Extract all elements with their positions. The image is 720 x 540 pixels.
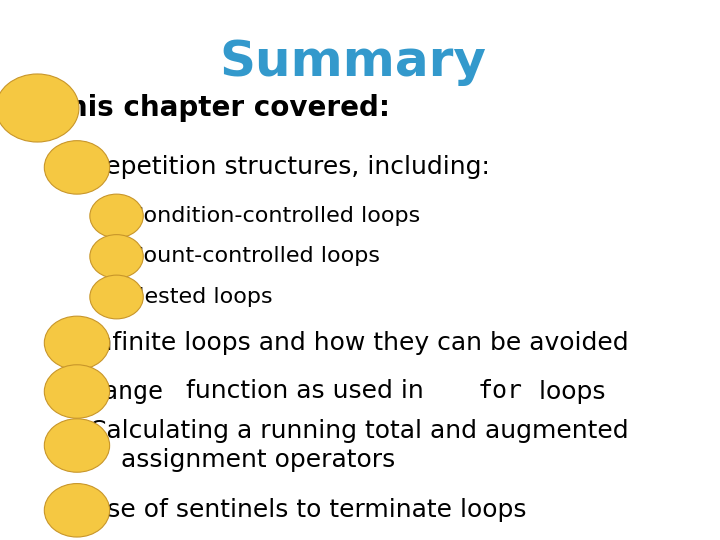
Text: Repetition structures, including:: Repetition structures, including: — [89, 156, 490, 179]
Text: range: range — [89, 380, 164, 403]
Circle shape — [90, 275, 143, 319]
Text: function as used in: function as used in — [178, 380, 431, 403]
Circle shape — [0, 74, 79, 142]
Text: Infinite loops and how they can be avoided: Infinite loops and how they can be avoid… — [89, 331, 629, 355]
Text: Calculating a running total and augmented
    assignment operators: Calculating a running total and augmente… — [89, 418, 629, 472]
Text: Count-controlled loops: Count-controlled loops — [128, 246, 380, 267]
Circle shape — [45, 140, 109, 194]
Text: Condition-controlled loops: Condition-controlled loops — [128, 206, 420, 226]
Circle shape — [45, 365, 109, 418]
Circle shape — [90, 194, 143, 238]
Circle shape — [45, 419, 109, 472]
Text: for: for — [477, 380, 523, 403]
Text: loops: loops — [531, 380, 606, 403]
Circle shape — [90, 234, 143, 279]
Circle shape — [45, 484, 109, 537]
Text: Summary: Summary — [219, 38, 486, 86]
Text: Nested loops: Nested loops — [128, 287, 273, 307]
Text: Use of sentinels to terminate loops: Use of sentinels to terminate loops — [89, 498, 526, 522]
Text: This chapter covered:: This chapter covered: — [49, 94, 390, 122]
Circle shape — [45, 316, 109, 369]
